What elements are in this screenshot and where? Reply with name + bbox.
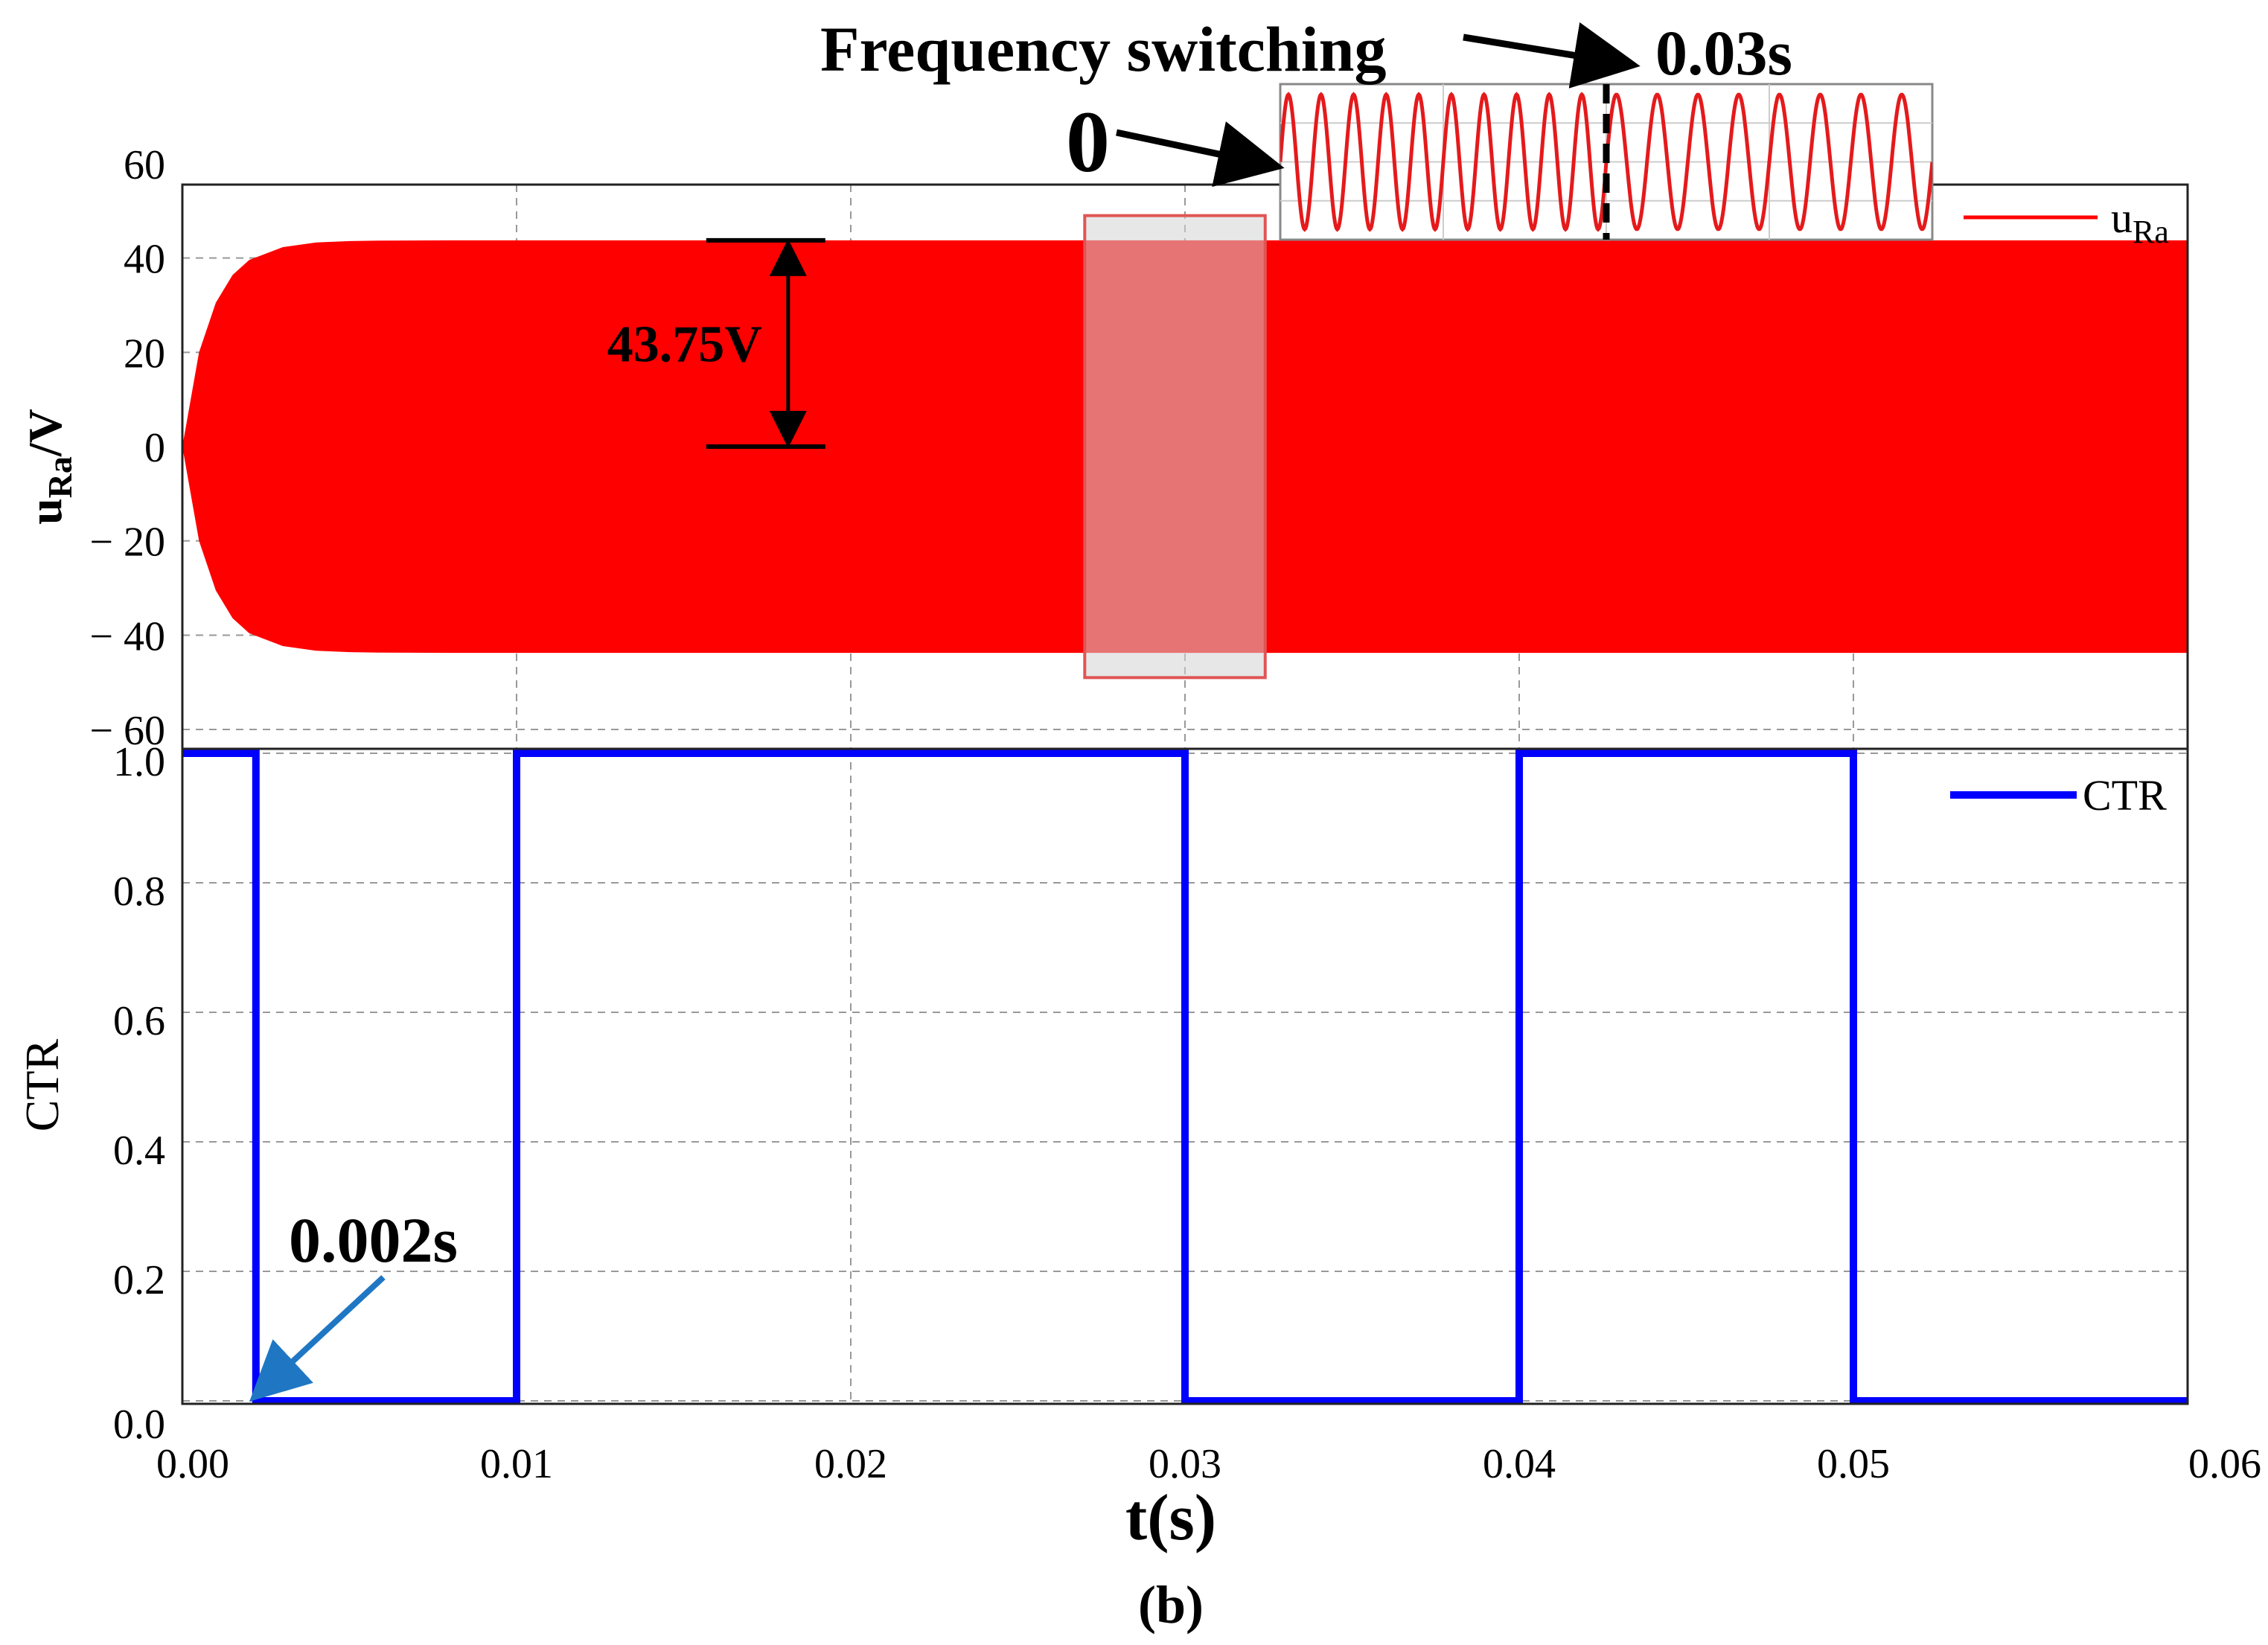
x-tick-label: 0.00 bbox=[156, 1441, 229, 1487]
x-tick-label: 0.02 bbox=[814, 1441, 887, 1487]
amplitude-annotation: 43.75V bbox=[607, 237, 825, 449]
upper-y-axis-label: uRa/V bbox=[19, 409, 79, 525]
lower-legend-label: CTR bbox=[2083, 771, 2167, 820]
lower-legend: CTR bbox=[1950, 771, 2167, 820]
upper-legend-label: uRa bbox=[2111, 194, 2169, 250]
ctr-annotation-label: 0.002s bbox=[289, 1204, 458, 1276]
lower-chart: 1.00.80.60.40.20.0 0.00 0.01 0.02 0.03 0.04 0… bbox=[16, 739, 2261, 1554]
x-tick-label: 0.04 bbox=[1483, 1441, 1556, 1487]
lower-y-tick-label: 0.8 bbox=[113, 869, 165, 915]
lower-y-tick-label: 0.0 bbox=[113, 1402, 165, 1448]
x-tick-label: 0.06 bbox=[2188, 1441, 2261, 1487]
amplitude-label: 43.75V bbox=[607, 316, 762, 373]
x-tick-label: 0.01 bbox=[480, 1441, 553, 1487]
ctr-annotation-arrow bbox=[249, 1275, 386, 1402]
upper-legend: uRa bbox=[1964, 194, 2169, 250]
lower-y-tick-label: 0.4 bbox=[113, 1128, 165, 1174]
x-tick-label: 0.03 bbox=[1149, 1441, 1221, 1487]
upper-chart: 60 40 20 0 − 20 − 40 − 60 uRa/V 43.75V uRa Fre… bbox=[19, 13, 2189, 754]
x-axis-label: t(s) bbox=[1125, 1482, 1216, 1554]
lower-y-tick-label: 1.0 bbox=[113, 739, 165, 785]
upper-y-tick-label: − 20 bbox=[89, 520, 165, 566]
upper-y-tick-label: − 40 bbox=[89, 613, 165, 659]
upper-y-tick-label: 60 bbox=[124, 142, 165, 188]
upper-y-tick-label: 20 bbox=[124, 330, 165, 377]
upper-y-tick-label: 0 bbox=[144, 425, 165, 471]
lower-plot-frame bbox=[181, 747, 2189, 1405]
highlight-region bbox=[1083, 214, 1267, 680]
lower-y-tick-label: 0.6 bbox=[113, 998, 165, 1044]
x-axis-ticks: 0.00 0.01 0.02 0.03 0.04 0.05 0.06 bbox=[156, 1441, 2261, 1487]
inset-switch-arrow bbox=[1463, 22, 1641, 89]
upper-y-tick-label: − 60 bbox=[89, 708, 165, 754]
figure-label: (b) bbox=[1138, 1575, 1204, 1635]
lower-y-ticks: 1.0 0.8 0.6 0.4 0.2 0.0 bbox=[113, 739, 165, 1448]
inset-title: Frequency switching bbox=[820, 13, 1386, 85]
lower-y-tick-label: 0.2 bbox=[113, 1257, 165, 1303]
upper-y-tick-label: 40 bbox=[124, 237, 165, 283]
inset-start-label: 0 bbox=[1066, 93, 1110, 191]
inset-start-arrow bbox=[1116, 121, 1285, 188]
inset-switch-label: 0.03s bbox=[1655, 17, 1792, 89]
lower-y-axis-label: CTR bbox=[16, 1038, 68, 1131]
upper-y-ticks: 60 40 20 0 − 20 − 40 − 60 bbox=[89, 142, 165, 754]
ctr-series bbox=[182, 750, 2188, 1405]
x-tick-label: 0.05 bbox=[1817, 1441, 1890, 1487]
